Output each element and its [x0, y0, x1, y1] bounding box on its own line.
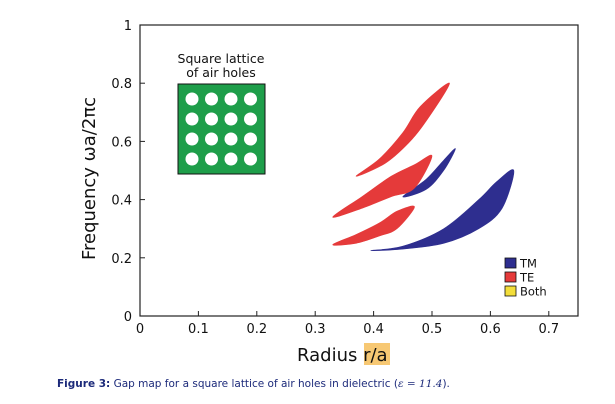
- x-tick-label: 0.7: [538, 322, 559, 337]
- air-hole: [244, 132, 257, 146]
- caption-end: ).: [442, 378, 450, 390]
- y-tick-label: 1: [124, 19, 132, 34]
- legend-label-tm: TM: [519, 257, 537, 271]
- x-label-highlight: [364, 343, 390, 365]
- air-hole: [224, 152, 238, 166]
- tm-gap-region-1: [370, 169, 515, 251]
- air-hole: [224, 112, 238, 126]
- air-hole: [224, 132, 238, 146]
- air-hole: [205, 132, 218, 146]
- air-hole: [205, 92, 218, 106]
- x-axis-label: Radius r/a: [297, 345, 388, 366]
- y-tick-label: 0.8: [111, 77, 132, 92]
- te-gap-region-1: [355, 82, 450, 177]
- air-hole: [185, 152, 199, 166]
- legend-swatch-tm: [504, 257, 517, 269]
- te-gap-region-2: [332, 154, 433, 218]
- air-hole: [244, 92, 257, 106]
- y-tick-label: 0: [124, 310, 132, 325]
- legend-swatch-both: [504, 285, 517, 297]
- band-gap-regions: [332, 82, 515, 251]
- legend-label-te: TE: [519, 271, 534, 285]
- air-hole: [185, 92, 199, 106]
- air-hole: [185, 132, 199, 146]
- air-hole: [205, 112, 218, 126]
- x-tick-label: 0.1: [188, 322, 209, 337]
- air-hole: [244, 112, 257, 126]
- y-tick-label: 0.2: [111, 252, 132, 267]
- legend-label-both: Both: [520, 285, 547, 299]
- y-axis-label: Frequency ωa/2πc: [79, 97, 100, 260]
- caption-text: Gap map for a square lattice of air hole…: [110, 378, 398, 390]
- inset-title-line1: Square lattice: [177, 51, 265, 66]
- inset-title: Square lattice of air holes: [161, 52, 281, 80]
- x-tick-label: 0.2: [246, 322, 267, 337]
- x-tick-label: 0.4: [363, 322, 384, 337]
- figure-caption: Figure 3: Gap map for a square lattice o…: [57, 378, 597, 390]
- lattice-inset: [177, 83, 266, 175]
- caption-epsilon: ε = 11.4: [397, 378, 443, 390]
- air-hole: [185, 112, 199, 126]
- tm-gap-region-2: [402, 148, 456, 198]
- air-hole: [205, 152, 218, 166]
- legend-swatch-te: [504, 271, 517, 283]
- air-hole: [224, 92, 238, 106]
- x-tick-label: 0.6: [480, 322, 501, 337]
- axes: 0 0.1 0.2 0.3 0.4 0.5 0.6 0.7 0 0.2 0.4 0.6 0.8 1: [111, 19, 559, 365]
- x-tick-label: 0.3: [305, 322, 326, 337]
- y-tick-label: 0.4: [111, 194, 132, 209]
- plot-frame: [139, 24, 579, 317]
- x-tick-label: 0: [136, 322, 144, 337]
- air-hole: [244, 152, 257, 166]
- inset-title-line2: of air holes: [186, 65, 256, 80]
- te-gap-region-3: [332, 205, 415, 246]
- x-tick-label: 0.5: [422, 322, 443, 337]
- y-tick-label: 0.6: [111, 135, 132, 150]
- caption-label: Figure 3:: [57, 378, 111, 390]
- plot-border: [139, 24, 579, 317]
